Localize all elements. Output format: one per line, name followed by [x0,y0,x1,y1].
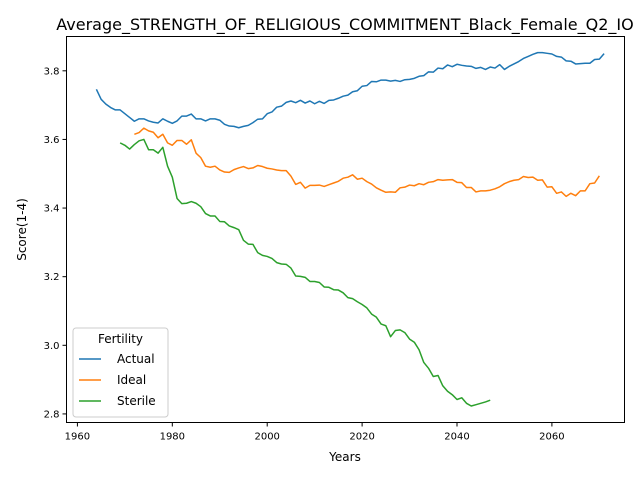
y-tick-label: 3.6 [44,135,60,146]
legend-label-actual: Actual [117,352,155,366]
x-axis-label: Years [328,450,361,464]
x-tick-label: 1980 [160,432,185,443]
x-axis-ticks: 1960 1980 2000 2020 2040 2060 [65,422,565,443]
chart-title: Average_STRENGTH_OF_RELIGIOUS_COMMITMENT… [56,15,633,35]
y-axis-ticks: 2.8 3.0 3.2 3.4 3.6 3.8 [44,66,67,420]
legend: Fertility Actual Ideal Sterile [72,327,169,418]
x-tick-label: 2040 [444,432,469,443]
series-layer [95,51,605,407]
series-line-actual [95,51,605,129]
y-tick-label: 3.8 [44,66,60,77]
y-axis-label: Score(1-4) [15,198,29,261]
legend-label-ideal: Ideal [117,373,146,387]
legend-box [72,327,169,418]
y-tick-label: 3.4 [44,204,60,215]
legend-title: Fertility [98,332,143,346]
y-tick-label: 2.8 [44,409,60,420]
y-tick-label: 3.0 [44,341,60,352]
x-tick-label: 1960 [65,432,90,443]
y-tick-label: 3.2 [44,272,60,283]
legend-label-sterile: Sterile [117,394,156,408]
x-tick-label: 2000 [254,432,279,443]
series-line-sterile [119,138,491,407]
plot-frame [66,36,625,423]
x-tick-label: 2060 [539,432,564,443]
legend-items: Actual Ideal Sterile [79,352,156,408]
series-line-ideal [134,127,600,198]
x-tick-label: 2020 [349,432,374,443]
